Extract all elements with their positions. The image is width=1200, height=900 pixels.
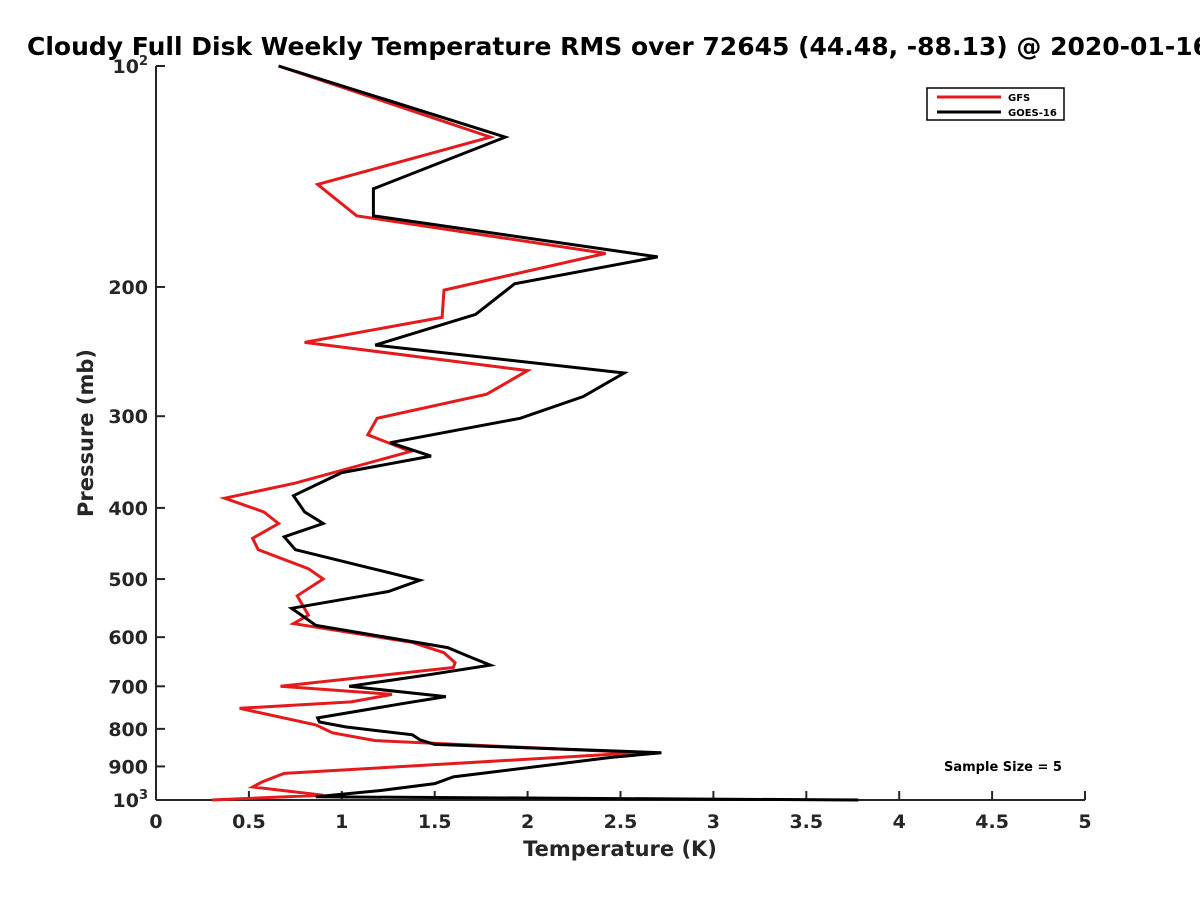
- series-layer: [211, 64, 859, 802]
- x-tick-label: 3.5: [789, 811, 823, 833]
- y-tick-label: 700: [108, 676, 148, 698]
- x-tick-label: 4.5: [975, 811, 1009, 833]
- y-axis-label: Pressure (mb): [74, 349, 98, 517]
- x-tick-label: 3: [707, 811, 720, 833]
- y-tick-label: 400: [108, 498, 148, 520]
- legend-box: [926, 87, 1065, 121]
- y-tick-label: 500: [108, 569, 148, 591]
- legend: GFS GOES-16: [926, 87, 1065, 121]
- x-tick-label: 0.5: [232, 811, 266, 833]
- x-tick-label: 0: [149, 811, 162, 833]
- y-tick-label: 200: [108, 277, 148, 299]
- chart-title: Cloudy Full Disk Weekly Temperature RMS …: [27, 32, 1200, 61]
- x-tick-label: 4: [893, 811, 906, 833]
- legend-label: GOES-16: [1008, 108, 1057, 119]
- x-tick-label: 1: [335, 811, 348, 833]
- x-tick-label: 2: [521, 811, 534, 833]
- y-tick-label: 800: [108, 719, 148, 741]
- x-tick-label: 2.5: [604, 811, 638, 833]
- x-axis-label: Temperature (K): [523, 837, 717, 861]
- y-tick-label: 102: [113, 54, 149, 78]
- y-axis-ticks: 102 200 300 400 500 600 700 800 900 103: [108, 54, 165, 812]
- y-tick-label: 103: [113, 788, 149, 812]
- series-line-goes-16: [278, 64, 859, 802]
- x-tick-label: 1.5: [418, 811, 452, 833]
- y-tick-label: 600: [108, 627, 148, 649]
- y-tick-label: 900: [108, 756, 148, 778]
- y-tick-label: 300: [108, 406, 148, 428]
- sample-size-annotation: Sample Size = 5: [944, 760, 1062, 775]
- x-axis-ticks: 0 0.5 1 1.5 2 2.5 3 3.5 4 4.5 5: [149, 791, 1092, 833]
- legend-label: GFS: [1008, 93, 1030, 104]
- x-tick-label: 5: [1078, 811, 1091, 833]
- series-line-gfs: [211, 64, 640, 802]
